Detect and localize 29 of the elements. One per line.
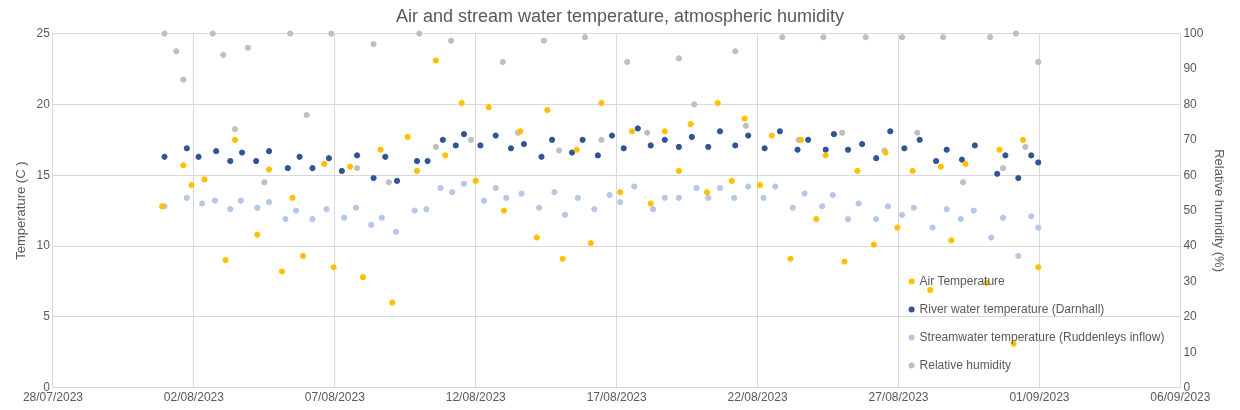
x-tick-label: 27/08/2023 xyxy=(868,390,929,405)
x-tick-label: 02/08/2023 xyxy=(163,390,225,405)
y2-axis-title: Relative humidity (%) xyxy=(1211,149,1227,273)
chart-title: Air and stream water temperature, atmospheric humidity xyxy=(395,5,845,26)
y-tick-label: 10 xyxy=(36,238,51,253)
y2-tick-label: 90 xyxy=(1183,61,1198,76)
x-tick-label: 01/09/2023 xyxy=(1009,390,1070,405)
legend-label: Air Temperature xyxy=(919,273,1006,288)
y2-tick-label: 70 xyxy=(1183,132,1198,147)
y-tick-label: 15 xyxy=(36,167,51,182)
y2-tick-label: 30 xyxy=(1183,273,1198,288)
y-axis-title: Temperature (C ) xyxy=(13,161,29,260)
x-tick-label: 07/08/2023 xyxy=(304,390,366,405)
y2-tick-label: 80 xyxy=(1183,96,1198,111)
y2-tick-label: 60 xyxy=(1183,167,1198,182)
x-tick-label: 22/08/2023 xyxy=(727,390,788,405)
y-tick-label: 5 xyxy=(43,309,51,324)
legend-label: Streamwater temperature (Ruddenleys inflow) xyxy=(919,329,1165,344)
y2-tick-label: 40 xyxy=(1183,238,1198,253)
y2-tick-label: 10 xyxy=(1183,344,1198,359)
y2-tick-label: 100 xyxy=(1183,25,1204,40)
legend-label: Relative humidity xyxy=(919,357,1011,372)
x-tick-label: 17/08/2023 xyxy=(586,390,648,405)
x-tick-label: 12/08/2023 xyxy=(445,390,507,405)
y-tick-label: 20 xyxy=(36,96,51,111)
y-tick-label: 25 xyxy=(36,25,51,40)
legend-label: River water temperature (Darnhall) xyxy=(919,301,1105,316)
y2-tick-label: 20 xyxy=(1183,309,1198,324)
y2-tick-label: 50 xyxy=(1183,202,1198,217)
